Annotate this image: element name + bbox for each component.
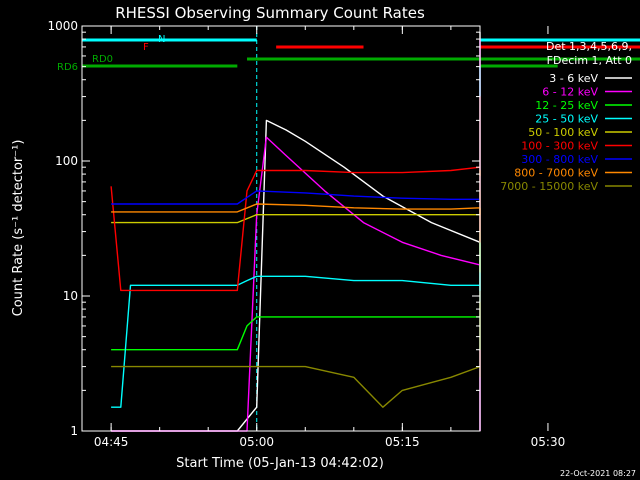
legend-entry-label: 800 - 7000 keV bbox=[514, 167, 598, 180]
series-line-7000-15000-kev bbox=[111, 301, 481, 408]
y-tick-label: 10 bbox=[63, 289, 78, 303]
x-axis-label: Start Time (05-Jan-13 04:42:02) bbox=[176, 456, 384, 471]
series-line-100-300-kev bbox=[110, 95, 481, 292]
series-line-300-800-kev bbox=[111, 175, 481, 209]
chart-title: RHESSI Observing Summary Count Rates bbox=[115, 4, 425, 22]
legend-header: FDecim 1, Att 0 bbox=[547, 54, 632, 67]
y-axis-label: Count Rate (s⁻¹ detector⁻¹) bbox=[11, 140, 26, 317]
legend-entry-label: 300 - 800 keV bbox=[521, 153, 598, 166]
series-line-50-100-kev bbox=[111, 190, 481, 273]
x-tick-label: 05:30 bbox=[531, 435, 566, 449]
x-tick-label: 05:15 bbox=[385, 435, 420, 449]
status-annotation: RD6 bbox=[57, 62, 78, 73]
legend-entry-label: 100 - 300 keV bbox=[521, 140, 598, 153]
x-tick-label: 05:00 bbox=[239, 435, 274, 449]
legend-entry-label: 3 - 6 keV bbox=[549, 72, 598, 85]
y-tick-label: 1 bbox=[70, 424, 78, 438]
y-tick-label: 1000 bbox=[47, 19, 78, 33]
legend-header: Det 1,3,4,5,6,9, bbox=[546, 40, 632, 53]
status-annotation: F bbox=[143, 42, 149, 53]
legend-entry-label: 7000 - 15000 keV bbox=[500, 180, 598, 193]
legend-entry-label: 50 - 100 keV bbox=[528, 126, 598, 139]
legend-entry-label: 25 - 50 keV bbox=[535, 113, 598, 126]
series-line-3-6-kev bbox=[111, 31, 481, 432]
legend-entry-label: 6 - 12 keV bbox=[542, 86, 598, 99]
legend-entry-label: 12 - 25 keV bbox=[535, 99, 598, 112]
footer-date: 22-Oct-2021 08:27 bbox=[560, 469, 636, 478]
status-annotation: RD0 bbox=[92, 54, 113, 65]
series-line-6-12-kev bbox=[111, 38, 481, 432]
y-tick-label: 100 bbox=[55, 154, 78, 168]
status-annotation: N bbox=[158, 34, 165, 45]
plot-frame bbox=[81, 25, 481, 432]
x-tick-label: 04:45 bbox=[94, 435, 129, 449]
series-line-25-50-kev bbox=[111, 65, 481, 408]
